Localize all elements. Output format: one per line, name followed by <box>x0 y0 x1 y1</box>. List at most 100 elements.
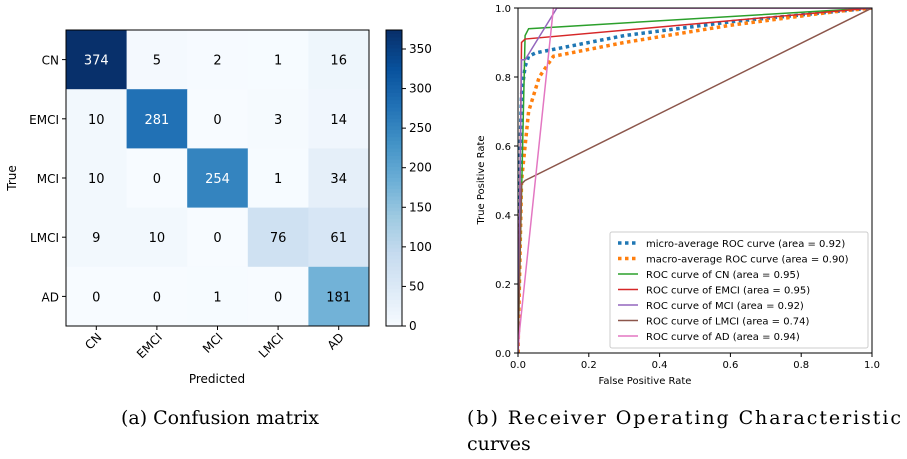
cm-col-label: AD <box>325 330 347 352</box>
roc-x-tick-label: 0.0 <box>510 360 526 371</box>
colorbar-segment <box>386 48 402 53</box>
legend-label: ROC curve of LMCI (area = 0.74) <box>646 317 810 328</box>
colorbar-tick-label: 100 <box>409 240 432 254</box>
roc-x-tick-label: 0.2 <box>581 360 597 371</box>
cm-cell <box>247 207 309 268</box>
cm-cell-value: 14 <box>330 113 347 128</box>
cm-cell-value: 76 <box>270 231 287 246</box>
colorbar-tick-label: 350 <box>409 42 432 56</box>
cm-cell <box>247 266 309 327</box>
roc-x-tick-label: 1.0 <box>864 360 880 371</box>
cm-cell <box>126 30 188 90</box>
cm-cell <box>66 207 128 268</box>
colorbar-tick-label: 150 <box>409 200 432 214</box>
colorbar-segment <box>386 137 402 142</box>
cm-xlabel: Predicted <box>189 372 245 386</box>
colorbar-segment <box>386 307 402 312</box>
colorbar-segment <box>386 170 402 175</box>
colorbar-frame <box>385 29 403 327</box>
roc-chart: 0.0 0.2 0.4 0.6 0.8 1.0 0.0 0.2 0.4 0.6 0.8 1.0 Fa… <box>467 4 901 455</box>
legend-label: ROC curve of CN (area = 0.95) <box>646 270 800 281</box>
colorbar-segment <box>386 100 402 105</box>
colorbar-segment <box>386 215 402 220</box>
cm-row-label: LMCI <box>30 231 59 245</box>
colorbar-segment <box>386 203 402 209</box>
cm-cell <box>308 30 370 90</box>
roc-legend: micro-average ROC curve (area = 0.92) mac… <box>609 231 869 349</box>
colorbar-tick-label: 250 <box>409 121 432 135</box>
cm-cell-value: 9 <box>92 231 100 246</box>
colorbar-segment <box>386 277 402 283</box>
cm-cell-value: 254 <box>205 172 230 187</box>
caption-b-text: (b) Receiver Operating Characteristic <box>467 407 901 429</box>
colorbar-segment <box>386 296 402 301</box>
colorbar-segment <box>386 111 402 116</box>
roc-series-line <box>518 8 872 353</box>
legend-box <box>609 231 869 349</box>
cm-cell-value: 374 <box>84 54 109 69</box>
colorbar-segment <box>386 185 402 190</box>
cm-cell <box>126 207 188 268</box>
cm-cell <box>126 89 188 149</box>
colorbar-segment <box>386 174 402 179</box>
cm-cell-value: 1 <box>274 172 282 187</box>
roc-x-tick-label: 0.4 <box>652 360 668 371</box>
colorbar-segment <box>386 196 402 201</box>
colorbar-segment <box>386 81 402 87</box>
colorbar-segment <box>386 211 402 216</box>
colorbar-segment <box>386 141 402 146</box>
colorbar-segment <box>386 104 402 109</box>
cm-cell-value: 1 <box>274 54 282 69</box>
roc-x-tick-label: 0.6 <box>722 360 738 371</box>
cm-cell-value: 61 <box>330 231 347 246</box>
cm-cell-value: 10 <box>88 172 105 187</box>
roc-y-tick-label: 0.2 <box>495 280 511 291</box>
cm-cell-value: 0 <box>92 290 100 305</box>
cm-row-label: CN <box>42 54 59 68</box>
colorbar-segment <box>386 270 402 275</box>
colorbar-segment <box>386 237 402 242</box>
colorbar-segment <box>386 300 402 305</box>
caption-a: (a) Confusion matrix <box>121 407 319 429</box>
cm-cell-value: 5 <box>153 54 161 69</box>
cm-row-tick-labels: CN EMCI MCI LMCI AD <box>29 54 66 304</box>
cm-cell-value: 3 <box>274 113 282 128</box>
colorbar-segment <box>386 192 402 198</box>
colorbar-segment <box>386 207 402 212</box>
legend-label: ROC curve of AD (area = 0.94) <box>646 332 800 343</box>
colorbar-segment <box>386 189 402 194</box>
cm-cell <box>308 207 370 268</box>
colorbar-segment <box>386 37 402 42</box>
cm-cell <box>66 30 128 90</box>
colorbar-segment <box>386 218 402 223</box>
roc-series-line <box>518 8 872 353</box>
legend-label: micro-average ROC curve (area = 0.92) <box>646 239 845 250</box>
cm-cell <box>308 89 370 149</box>
cm-cell-value: 0 <box>213 231 221 246</box>
colorbar-segment <box>386 322 402 327</box>
cm-cell <box>126 148 188 209</box>
colorbar-segment <box>386 144 402 149</box>
cm-col-label: EMCI <box>134 330 165 361</box>
cm-cell <box>187 30 249 90</box>
colorbar-segment <box>386 259 402 264</box>
colorbar-segment <box>386 89 402 94</box>
roc-ylabel: True Positive Rate <box>476 135 487 225</box>
colorbar-segment <box>386 133 402 138</box>
colorbar-segment <box>386 252 402 257</box>
colorbar-segment <box>386 314 402 320</box>
cm-cell-value: 0 <box>153 172 161 187</box>
roc-y-tick-label: 1.0 <box>495 4 511 15</box>
colorbar-segment <box>386 148 402 153</box>
colorbar-segment <box>386 281 402 286</box>
colorbar-segment <box>386 92 402 98</box>
cm-cell-value: 16 <box>330 54 347 69</box>
cm-cell-value: 281 <box>144 113 169 128</box>
cm-cell-value: 1 <box>213 290 221 305</box>
colorbar-segment <box>386 96 402 101</box>
cm-cell <box>187 266 249 327</box>
cm-cell-value: 0 <box>213 113 221 128</box>
colorbar-tick-label: 300 <box>409 82 432 96</box>
colorbar-segment <box>386 274 402 279</box>
cm-cell <box>187 148 249 209</box>
